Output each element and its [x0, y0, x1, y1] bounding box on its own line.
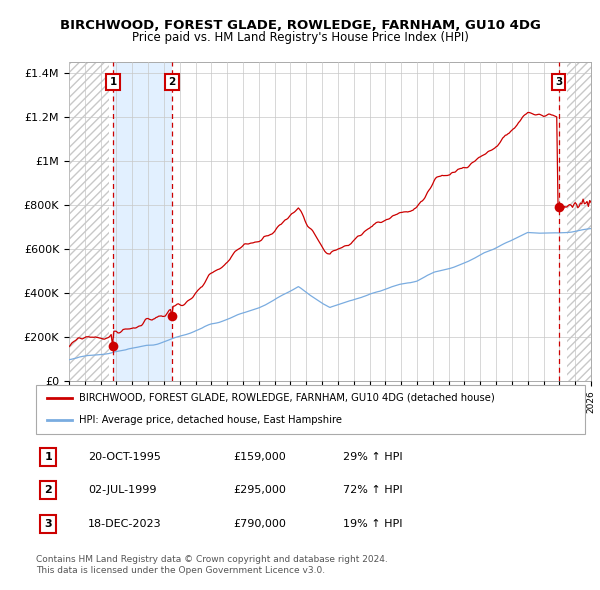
Text: £295,000: £295,000: [233, 486, 287, 495]
Text: 3: 3: [555, 77, 562, 87]
Text: 1: 1: [109, 77, 117, 87]
Text: 29% ↑ HPI: 29% ↑ HPI: [343, 452, 403, 462]
Text: 20-OCT-1995: 20-OCT-1995: [88, 452, 161, 462]
Text: 72% ↑ HPI: 72% ↑ HPI: [343, 486, 403, 495]
FancyBboxPatch shape: [36, 385, 585, 434]
Bar: [69, 62, 109, 381]
Text: 18-DEC-2023: 18-DEC-2023: [88, 519, 162, 529]
Bar: [567, 62, 591, 381]
Bar: [113, 62, 172, 381]
Text: BIRCHWOOD, FOREST GLADE, ROWLEDGE, FARNHAM, GU10 4DG (detached house): BIRCHWOOD, FOREST GLADE, ROWLEDGE, FARNH…: [79, 393, 494, 403]
Text: £159,000: £159,000: [233, 452, 286, 462]
Text: 1: 1: [44, 452, 52, 462]
Text: 2: 2: [44, 486, 52, 495]
Text: £790,000: £790,000: [233, 519, 287, 529]
Text: 02-JUL-1999: 02-JUL-1999: [88, 486, 157, 495]
Text: 2: 2: [168, 77, 175, 87]
Text: 19% ↑ HPI: 19% ↑ HPI: [343, 519, 403, 529]
Text: Price paid vs. HM Land Registry's House Price Index (HPI): Price paid vs. HM Land Registry's House …: [131, 31, 469, 44]
Text: 3: 3: [44, 519, 52, 529]
Text: HPI: Average price, detached house, East Hampshire: HPI: Average price, detached house, East…: [79, 415, 342, 425]
Text: BIRCHWOOD, FOREST GLADE, ROWLEDGE, FARNHAM, GU10 4DG: BIRCHWOOD, FOREST GLADE, ROWLEDGE, FARNH…: [59, 19, 541, 32]
Text: Contains HM Land Registry data © Crown copyright and database right 2024.
This d: Contains HM Land Registry data © Crown c…: [36, 555, 388, 575]
